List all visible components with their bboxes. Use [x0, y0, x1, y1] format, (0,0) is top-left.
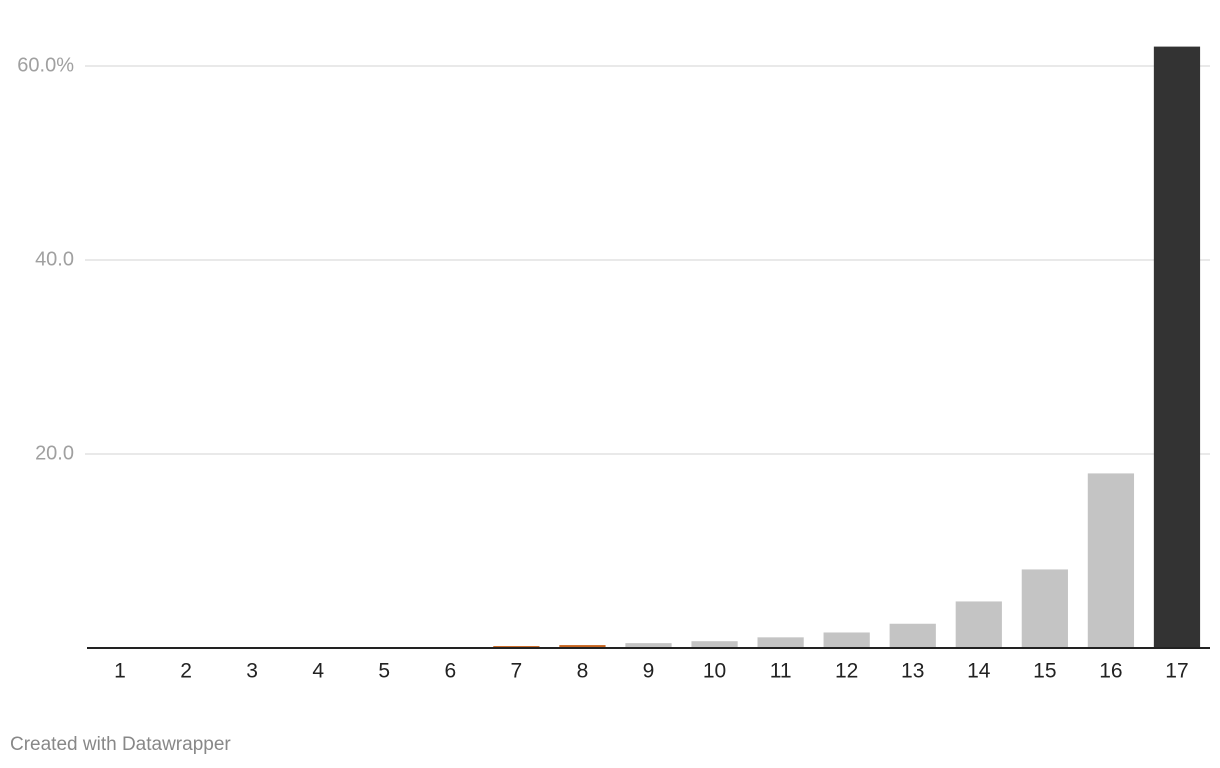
y-tick-label: 60.0%: [17, 54, 74, 76]
x-tick-label: 12: [835, 660, 858, 683]
bar: [691, 641, 738, 648]
footer: Created with Datawrapper: [10, 734, 231, 755]
x-tick-label: 11: [770, 660, 792, 683]
x-tick-label: 2: [180, 660, 192, 683]
y-tick-label: 20.0: [35, 442, 74, 464]
x-tick-label: 15: [1033, 660, 1056, 683]
x-tick-label: 7: [511, 660, 523, 683]
x-tick-label: 6: [444, 660, 456, 683]
x-tick-label: 16: [1099, 660, 1122, 683]
bar: [1153, 46, 1201, 649]
x-tick-label: 14: [967, 660, 991, 683]
x-tick-label: 13: [901, 660, 924, 683]
x-tick-label: 10: [703, 660, 726, 683]
bar: [1021, 569, 1068, 648]
x-tick-label: 8: [577, 660, 589, 683]
bar: [955, 601, 1002, 648]
bar: [757, 637, 804, 648]
x-tick-label: 4: [312, 660, 324, 683]
x-tick-label: 1: [114, 660, 126, 683]
x-tick-label: 9: [643, 660, 655, 683]
bar: [559, 645, 606, 648]
y-tick-label: 40.0: [35, 248, 74, 270]
bar: [823, 632, 870, 648]
bar: [625, 643, 672, 648]
x-tick-label: 3: [246, 660, 258, 683]
x-tick-label: 5: [378, 660, 390, 683]
x-tick-label: 17: [1165, 660, 1188, 683]
bar: [1087, 473, 1135, 648]
bar: [889, 623, 936, 648]
